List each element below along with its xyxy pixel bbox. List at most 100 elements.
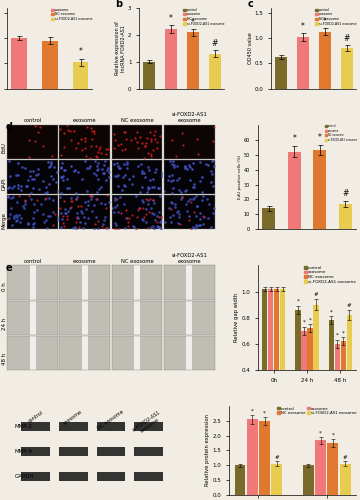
Point xyxy=(186,216,192,224)
Point xyxy=(74,208,80,216)
Point xyxy=(7,172,13,180)
Point xyxy=(112,224,118,232)
Point xyxy=(168,178,174,186)
Point xyxy=(22,197,28,205)
Point xyxy=(135,144,141,152)
Point xyxy=(157,218,163,226)
Point xyxy=(209,170,215,178)
Text: #: # xyxy=(212,39,218,48)
Point xyxy=(103,150,109,158)
Point xyxy=(130,172,136,180)
Text: #: # xyxy=(314,292,318,298)
Point xyxy=(198,208,203,216)
Point xyxy=(106,198,112,205)
Point xyxy=(190,223,196,231)
Point xyxy=(151,224,157,232)
Point xyxy=(122,145,128,153)
Title: NC exosome: NC exosome xyxy=(121,258,153,264)
Bar xyxy=(271,464,282,495)
Point xyxy=(111,130,116,138)
Point xyxy=(170,136,175,144)
Point xyxy=(96,185,102,193)
Point xyxy=(62,206,68,214)
Point xyxy=(4,215,10,223)
Point xyxy=(94,166,100,173)
Point xyxy=(61,222,67,230)
Point xyxy=(68,197,73,205)
Bar xyxy=(134,447,163,456)
Point xyxy=(194,202,200,210)
Point xyxy=(21,204,27,212)
Point xyxy=(11,182,17,190)
Bar xyxy=(186,266,192,300)
Point xyxy=(156,223,162,231)
Point xyxy=(58,188,64,196)
Point xyxy=(168,206,174,214)
Point xyxy=(141,170,147,177)
Point xyxy=(191,180,197,188)
Point xyxy=(125,164,130,172)
Point xyxy=(100,169,106,177)
Point xyxy=(88,124,94,132)
Point xyxy=(30,184,36,192)
Point xyxy=(71,224,76,232)
Point xyxy=(15,181,21,189)
Point xyxy=(61,166,67,173)
Point xyxy=(155,184,161,192)
Bar xyxy=(134,300,140,334)
Point xyxy=(73,144,78,152)
Point xyxy=(206,200,212,207)
Point xyxy=(199,188,205,196)
Point xyxy=(24,182,30,190)
Point xyxy=(156,184,162,192)
Point xyxy=(79,209,85,217)
Point xyxy=(94,162,99,170)
Point xyxy=(22,164,28,172)
Point xyxy=(194,135,199,143)
Point xyxy=(112,172,118,180)
Point xyxy=(144,206,149,214)
Y-axis label: 24 h: 24 h xyxy=(2,318,7,330)
Point xyxy=(53,178,58,186)
Point xyxy=(175,207,181,215)
Bar xyxy=(30,266,36,300)
Point xyxy=(15,184,21,192)
Point xyxy=(95,174,100,182)
Bar xyxy=(315,440,326,495)
Bar xyxy=(186,336,192,370)
Point xyxy=(64,184,69,192)
Point xyxy=(46,162,52,170)
Point xyxy=(133,192,139,200)
Point xyxy=(14,198,19,206)
Point xyxy=(104,191,110,199)
Point xyxy=(78,202,84,210)
Point xyxy=(147,195,153,203)
Point xyxy=(193,192,199,200)
Point xyxy=(91,127,96,135)
Point xyxy=(141,213,147,221)
Point xyxy=(150,222,156,230)
Y-axis label: 48 h: 48 h xyxy=(2,353,7,365)
Point xyxy=(204,196,210,203)
Text: *: * xyxy=(301,22,305,31)
Point xyxy=(107,174,112,182)
Point xyxy=(103,204,109,212)
Text: *: * xyxy=(292,134,296,143)
Bar xyxy=(262,289,267,422)
Point xyxy=(72,224,78,232)
Point xyxy=(79,146,85,154)
Point xyxy=(82,134,87,141)
Point xyxy=(112,136,118,144)
Point xyxy=(169,160,175,168)
Point xyxy=(58,174,63,182)
Point xyxy=(90,135,95,143)
Point xyxy=(10,193,16,201)
Point xyxy=(186,212,192,220)
Point xyxy=(175,218,181,226)
Point xyxy=(62,210,68,218)
Point xyxy=(185,198,191,205)
Point xyxy=(43,183,49,191)
Bar xyxy=(22,447,50,456)
Text: *: * xyxy=(309,317,311,322)
Point xyxy=(33,171,39,179)
